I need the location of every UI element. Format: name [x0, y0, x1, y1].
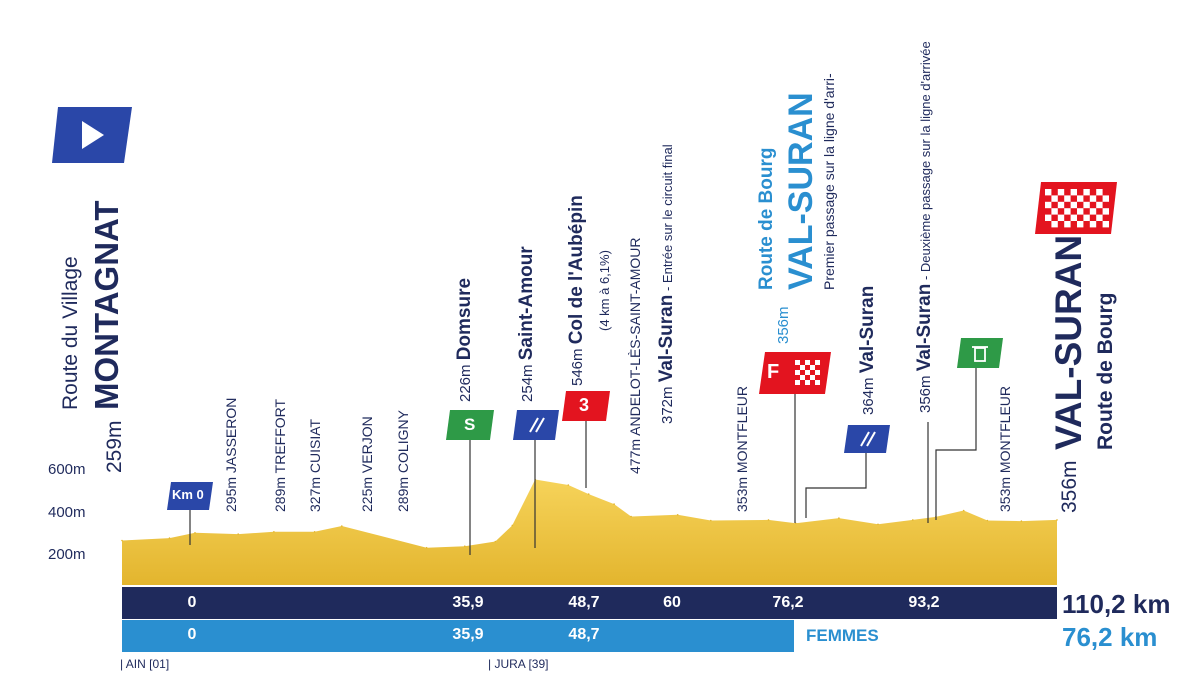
start-flag-icon — [52, 107, 132, 163]
profile-point — [273, 531, 275, 533]
start-street: Route du Village — [59, 256, 82, 410]
profile-point — [767, 519, 770, 521]
waste-zone-icon — [957, 338, 1003, 368]
km-men-93: 93,2 — [908, 594, 940, 611]
label-val-suran-circuit: 372m Val-Suran - Entrée sur le circuit f… — [656, 144, 677, 424]
km-bar-women — [122, 620, 794, 652]
finish-altitude: 356m — [1058, 460, 1081, 513]
dept-ain: | AIN [01] — [120, 657, 170, 671]
profile-point — [121, 539, 123, 542]
kom-label: 3 — [579, 395, 590, 415]
women-label: FEMMES — [806, 626, 879, 645]
profile-point — [630, 515, 632, 518]
profile-point — [710, 519, 712, 522]
profile-point — [464, 545, 466, 547]
profile-point — [877, 523, 879, 526]
label-coligny: 289m COLIGNY — [395, 410, 411, 512]
label-col-aubepin-grade: (4 km à 6,1%) — [597, 250, 612, 331]
label-col-aubepin: 546m Col de l'Aubépin — [566, 195, 587, 386]
km-men-48: 48,7 — [568, 594, 600, 611]
km-women-0: 0 — [187, 626, 197, 643]
finish-street: Route de Bourg — [1094, 292, 1117, 451]
label-val-suran-364: 364m Val-Suran — [857, 285, 878, 415]
profile-point — [341, 525, 343, 527]
label-treffort: 289m TREFFORT — [272, 398, 288, 512]
label-first-pass: Premier passage sur la ligne d'arri- — [821, 73, 837, 290]
label-cuisiat: 327m CUISIAT — [307, 418, 323, 512]
profile-point — [425, 546, 428, 549]
start-altitude: 259m — [103, 420, 126, 473]
profile-point — [676, 514, 679, 516]
feed-zone-icon — [513, 410, 559, 440]
km-men-76: 76,2 — [772, 594, 804, 611]
label-andelot: 477m ANDELOT-LÈS-SAINT-AMOUR — [627, 237, 643, 474]
km-women-35: 35,9 — [452, 626, 484, 643]
label-montfleur-2: 353m MONTFLEUR — [997, 385, 1013, 512]
km0-label: Km 0 — [172, 487, 204, 502]
sprint-badge — [446, 410, 494, 440]
label-domsure: 226m Domsure — [454, 277, 475, 402]
profile-point — [1020, 520, 1023, 522]
label-jasseron: 295m JASSERON — [223, 397, 239, 512]
profile-point — [1056, 519, 1058, 521]
profile-point — [237, 533, 239, 535]
profile-point — [613, 503, 615, 505]
profile-point — [986, 519, 989, 522]
label-women-finish-town: VAL-SURAN — [782, 92, 820, 290]
sprint-label: S — [464, 415, 476, 434]
kom-badge — [562, 391, 610, 421]
profile-point — [168, 537, 171, 539]
connector-feed-2 — [805, 453, 867, 518]
profile-point — [194, 532, 196, 534]
label-val-suran-second: 356m Val-Suran - Deuxième passage sur la… — [914, 41, 935, 413]
elevation-area — [122, 479, 1057, 585]
km-women-48: 48,7 — [568, 626, 600, 643]
km-men-60: 60 — [663, 594, 681, 611]
profile-point — [587, 493, 590, 495]
profile-point — [313, 531, 316, 533]
km-bar-men — [122, 587, 1057, 619]
km-women-total: 76,2 km — [1062, 622, 1158, 652]
profile-point — [912, 519, 914, 521]
label-women-finish-alt: 356m — [775, 306, 792, 344]
profile-point — [962, 509, 965, 512]
feed-label: F — [767, 361, 780, 383]
y-tick-200: 200m — [48, 546, 86, 563]
connector-waste-zone — [935, 368, 977, 520]
start-town: MONTAGNAT — [88, 200, 125, 410]
y-tick-600: 600m — [48, 461, 86, 478]
profile-point — [838, 517, 840, 519]
label-montfleur-1: 353m MONTFLEUR — [734, 385, 750, 512]
finish-flag-icon — [1035, 182, 1117, 234]
km-men-35: 35,9 — [452, 594, 484, 611]
feed-zone-icon-2 — [844, 425, 890, 453]
dept-jura: | JURA [39] — [488, 657, 549, 671]
profile-point — [494, 540, 497, 543]
women-finish-flag-icon — [759, 352, 831, 394]
km0-badge — [167, 482, 213, 510]
profile-point — [567, 484, 570, 486]
y-tick-400: 400m — [48, 504, 86, 521]
profile-point — [511, 524, 514, 527]
label-women-finish-street: Route de Bourg — [756, 147, 777, 291]
finish-town: VAL-SURAN — [1048, 234, 1089, 450]
km-men-total: 110,2 km — [1062, 589, 1171, 619]
label-saint-amour: 254m Saint-Amour — [516, 246, 537, 402]
label-verjon: 225m VERJON — [359, 416, 375, 512]
km-men-0: 0 — [187, 594, 197, 611]
